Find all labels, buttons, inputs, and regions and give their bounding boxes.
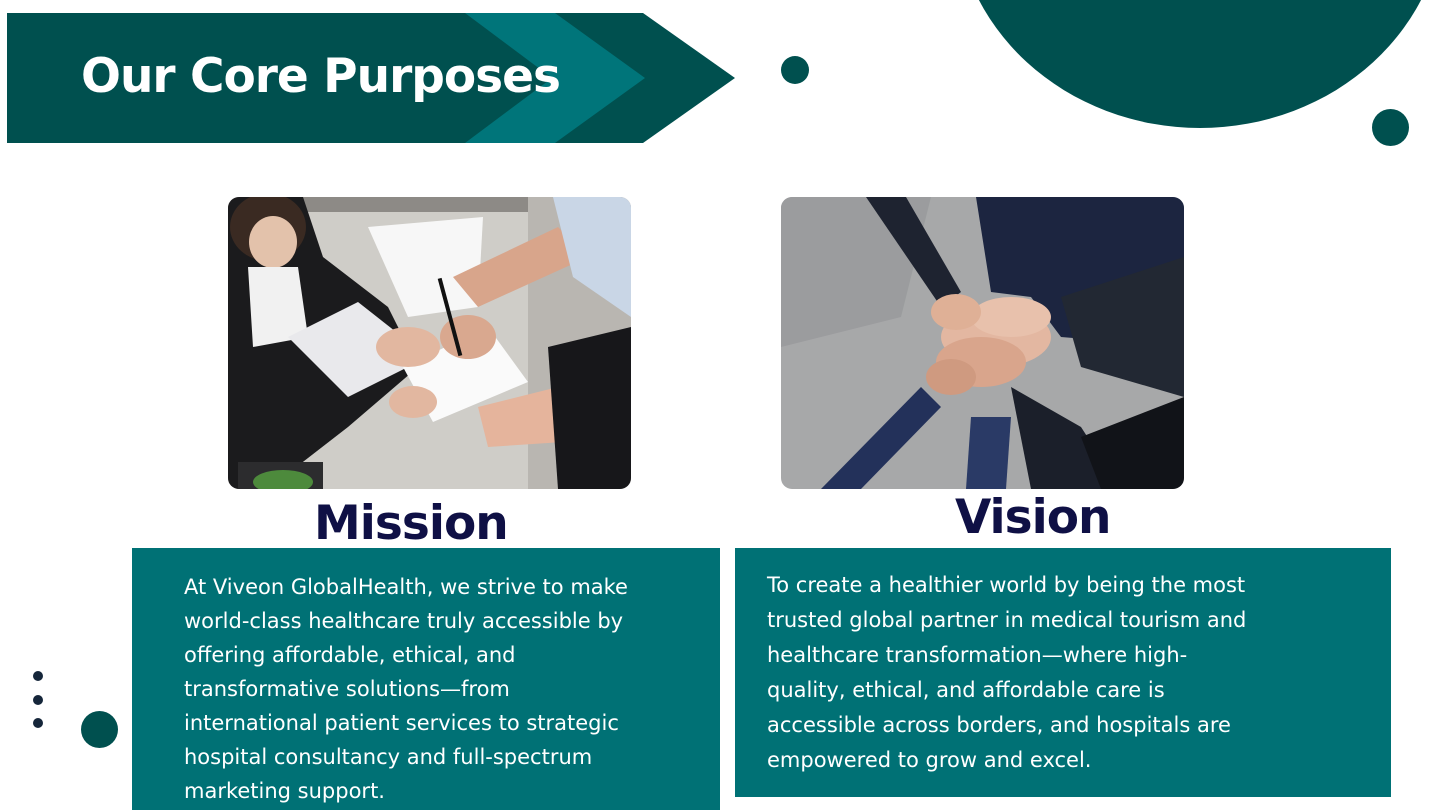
mission-description: At Viveon GlobalHealth, we strive to mak… <box>184 575 628 803</box>
decorative-small-dot <box>33 695 43 705</box>
decorative-dot <box>781 56 809 84</box>
vision-text-box: To create a healthier world by being the… <box>735 548 1391 797</box>
vision-heading: Vision <box>955 490 1111 545</box>
vision-photo <box>781 197 1184 489</box>
decorative-small-dot <box>33 671 43 681</box>
mission-photo <box>228 197 631 489</box>
title-banner: Our Core Purposes <box>7 13 737 143</box>
decorative-small-dot <box>33 718 43 728</box>
mission-heading: Mission <box>314 496 509 551</box>
decorative-dot <box>81 711 118 748</box>
banner-chevron-shape <box>7 13 735 143</box>
mission-text-box: At Viveon GlobalHealth, we strive to mak… <box>132 548 720 810</box>
vision-description: To create a healthier world by being the… <box>767 573 1247 772</box>
decorative-large-circle <box>955 0 1440 128</box>
decorative-dot <box>1372 109 1409 146</box>
page-title: Our Core Purposes <box>81 49 561 104</box>
